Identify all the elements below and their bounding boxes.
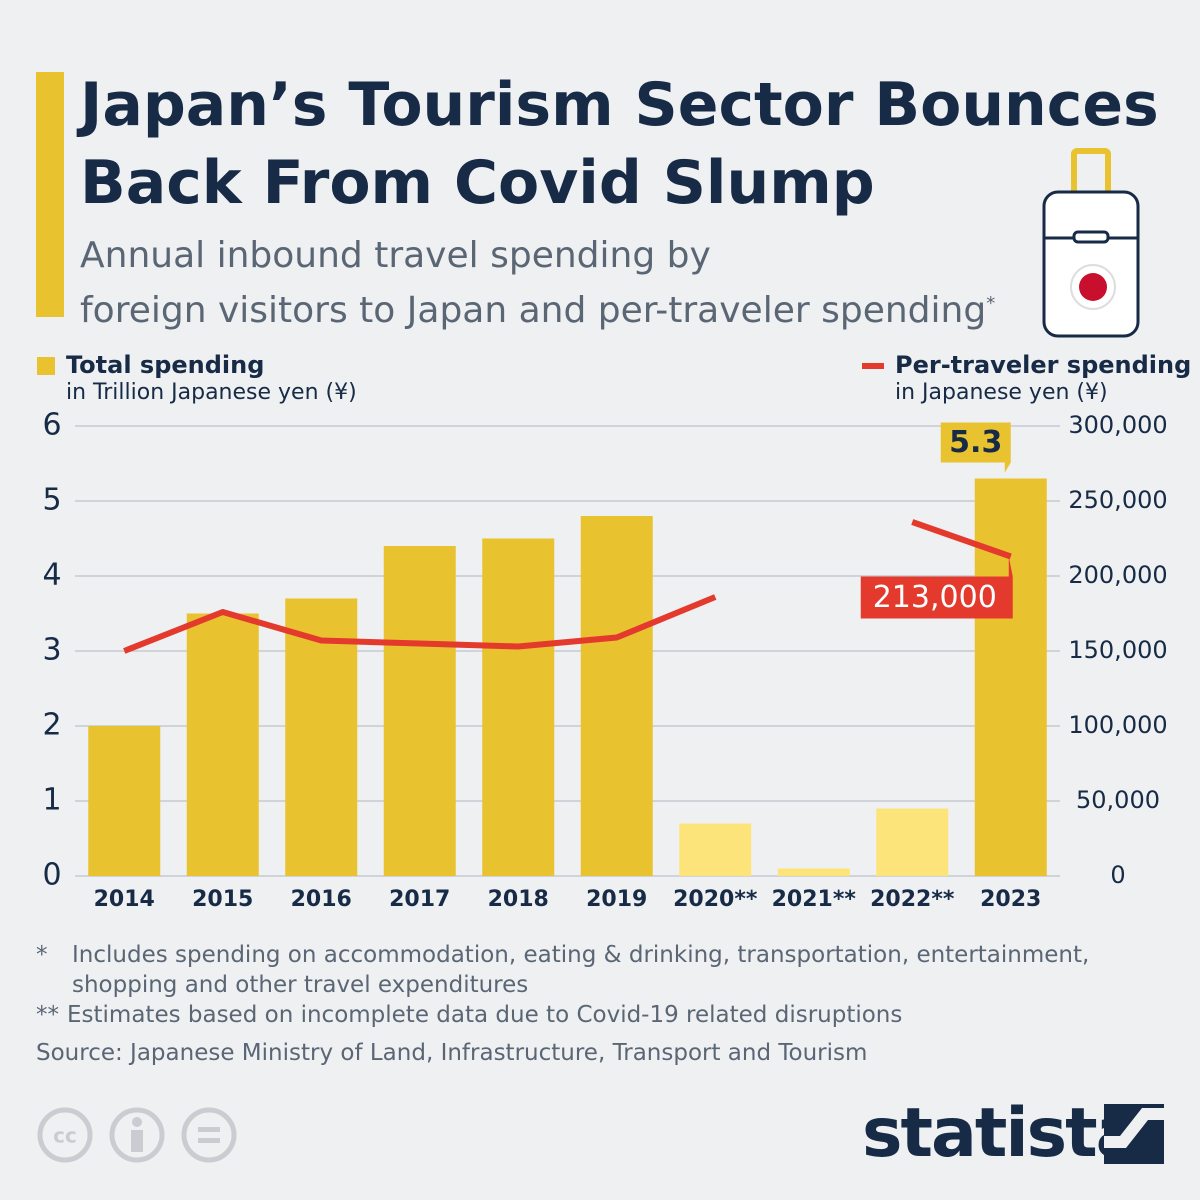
y2-tick-label: 300,000 xyxy=(1068,411,1167,439)
note-text: Estimates based on incomplete data due t… xyxy=(67,1002,903,1028)
bar xyxy=(679,823,752,876)
accent-bar xyxy=(36,72,64,317)
suitcase-icon xyxy=(1042,148,1140,338)
bar xyxy=(876,808,949,876)
note: ** Estimates based on incomplete data due… xyxy=(36,1000,1136,1030)
y2-axis-label: in Japanese yen (¥) xyxy=(895,380,1108,405)
bar xyxy=(482,538,555,876)
legend-label: Total spending xyxy=(66,351,264,379)
note: * Includes spending on accommodation, eat… xyxy=(36,940,1136,1000)
title: Japan’s Tourism Sector Bounces Back From… xyxy=(80,66,1159,222)
bar xyxy=(383,546,456,876)
svg-text:cc: cc xyxy=(53,1124,77,1148)
x-tick-label: 2014 xyxy=(94,887,155,912)
y2-tick-label: 50,000 xyxy=(1076,786,1160,814)
bar xyxy=(777,868,850,876)
subtitle: Annual inbound travel spending by foreig… xyxy=(80,232,995,335)
value-label-box xyxy=(940,422,1011,473)
y-axis-label: in Trillion Japanese yen (¥) xyxy=(66,380,357,405)
bar xyxy=(186,613,259,876)
value-label: 5.3 xyxy=(949,425,1002,460)
x-tick-label: 2017 xyxy=(389,887,450,912)
line xyxy=(123,594,717,654)
x-tick-label: 2016 xyxy=(291,887,352,912)
x-tick-label: 2020** xyxy=(673,887,758,912)
y2-tick-label: 100,000 xyxy=(1068,711,1167,739)
notes: * Includes spending on accommodation, eat… xyxy=(36,940,1136,1068)
y-tick-label: 0 xyxy=(42,858,61,893)
x-tick-label: 2023 xyxy=(980,887,1041,912)
bar xyxy=(285,598,358,876)
subtitle-line: foreign visitors to Japan and per-travel… xyxy=(80,280,995,335)
value-label: 213,000 xyxy=(873,580,997,615)
y-tick-label: 5 xyxy=(42,483,61,518)
note-mark: ** xyxy=(36,1002,59,1028)
line xyxy=(911,519,1012,560)
brand-logo xyxy=(1104,1104,1164,1164)
y-tick-label: 3 xyxy=(42,633,61,668)
title-line: Back From Covid Slump xyxy=(80,148,875,218)
legend-swatch xyxy=(37,357,55,375)
title-line: Japan’s Tourism Sector Bounces xyxy=(80,70,1159,140)
y2-tick-label: 250,000 xyxy=(1068,486,1167,514)
y2-tick-label: 150,000 xyxy=(1068,636,1167,664)
x-tick-label: 2015 xyxy=(192,887,253,912)
note-text: Includes spending on accommodation, eati… xyxy=(72,942,1090,998)
subtitle-text: foreign visitors to Japan and per-travel… xyxy=(80,290,987,331)
subtitle-mark: * xyxy=(986,293,996,314)
y2-tick-label: 0 xyxy=(1110,861,1125,889)
y-tick-label: 6 xyxy=(42,408,61,443)
value-label-box xyxy=(860,556,1013,619)
y2-tick-label: 200,000 xyxy=(1068,561,1167,589)
license-icons: cc xyxy=(37,1107,237,1163)
x-tick-label: 2022** xyxy=(870,887,955,912)
x-tick-label: 2019 xyxy=(586,887,647,912)
bar xyxy=(88,726,161,876)
y-tick-label: 1 xyxy=(42,783,61,818)
note-mark: * xyxy=(36,942,48,968)
source: Source: Japanese Ministry of Land, Infra… xyxy=(36,1040,868,1066)
subtitle-line: Annual inbound travel spending by xyxy=(80,235,711,276)
legend-label: Per-traveler spending xyxy=(895,351,1191,379)
brand: statista xyxy=(862,1094,1142,1173)
y-tick-label: 2 xyxy=(42,708,61,743)
y-tick-label: 4 xyxy=(42,558,61,593)
bar xyxy=(974,478,1047,876)
x-tick-label: 2021** xyxy=(772,887,857,912)
bar xyxy=(580,516,653,876)
chart: Total spending in Trillion Japanese yen … xyxy=(37,351,1191,912)
x-tick-label: 2018 xyxy=(488,887,549,912)
